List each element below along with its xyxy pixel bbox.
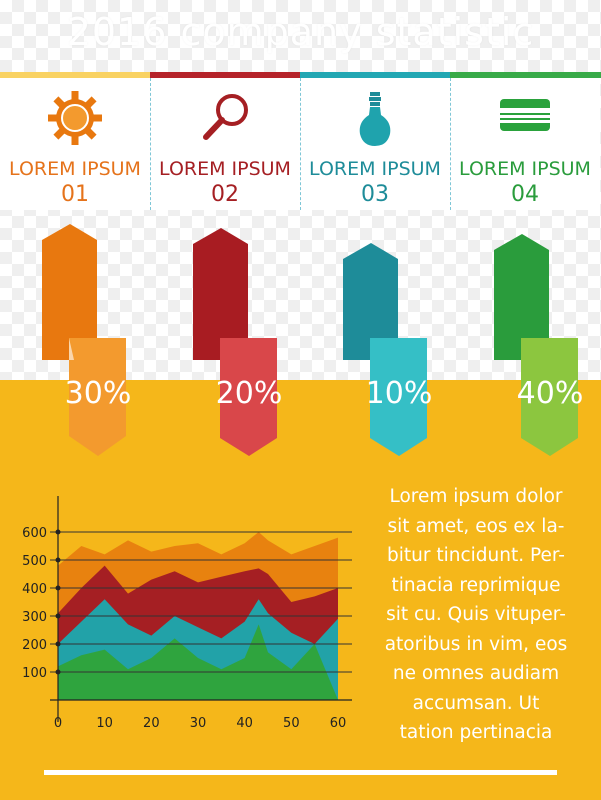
y-tick-label: 400 <box>22 582 47 597</box>
divider-1 <box>150 78 151 210</box>
paragraph-line: bitur tincidunt. Per- <box>387 545 565 566</box>
stat-card-3: LOREM IPSUM 03 <box>300 78 450 210</box>
paragraph-line: tinacia reprimique <box>391 574 561 596</box>
card-3-number: 03 <box>361 182 389 207</box>
y-tick-label: 200 <box>22 638 47 653</box>
chart-axes: 0 10 20 30 40 50 60 <box>50 496 352 731</box>
divider-2 <box>300 78 301 210</box>
stat-card-1: LOREM IPSUM 01 <box>0 78 150 210</box>
x-tick-label: 0 <box>54 716 62 731</box>
x-tick-label: 40 <box>236 716 253 731</box>
paragraph-line: tation pertinacia <box>399 722 553 743</box>
stat-card-4: LOREM IPSUM 04 <box>450 78 600 210</box>
paragraph-line: accumsan. Ut <box>412 692 540 714</box>
percent-label-2: 20% <box>215 376 283 411</box>
y-tick-label: 100 <box>22 666 47 681</box>
colorbar-2 <box>150 72 300 78</box>
credit-card-icon <box>500 99 550 131</box>
percent-label-3: 10% <box>365 376 433 411</box>
card-2-label: LOREM IPSUM <box>159 158 291 180</box>
area-series-4 <box>58 624 338 700</box>
card-2-number: 02 <box>211 182 239 207</box>
ribbon-arrow-1 <box>42 224 126 456</box>
paragraph-line: ne omnes audiam <box>392 663 560 684</box>
percent-label-4: 40% <box>516 376 584 411</box>
y-tick-label: 300 <box>22 610 47 625</box>
percent-label-1: 30% <box>64 376 132 411</box>
ribbon-arrow-3 <box>343 243 427 456</box>
lightbulb-icon <box>359 92 391 146</box>
chart-grid: 100 200 300 400 500 600 <box>22 526 352 681</box>
area-chart: 100 200 300 400 500 600 0 10 20 30 40 50 60 <box>22 496 352 731</box>
stat-card-2: LOREM IPSUM 02 <box>150 78 300 210</box>
magnifier-icon <box>203 94 248 140</box>
divider-3 <box>450 78 451 210</box>
paragraph-line: sit cu. Quis vituper- <box>386 604 566 625</box>
x-tick-label: 60 <box>330 716 347 731</box>
paragraph-line: sit amet, eos ex la- <box>387 515 565 537</box>
paragraph-line: atoribus in vim, eos <box>384 633 568 655</box>
description-paragraph: Lorem ipsum dolor sit amet, eos ex la- b… <box>362 482 590 748</box>
card-4-label: LOREM IPSUM <box>459 158 591 180</box>
y-tick-label: 500 <box>22 554 47 569</box>
colorbar-1 <box>0 72 150 78</box>
card-4-number: 04 <box>511 182 539 207</box>
paragraph-line: Lorem ipsum dolor <box>389 486 563 507</box>
colorbar-3 <box>300 72 450 78</box>
x-tick-label: 30 <box>190 716 207 731</box>
x-tick-label: 10 <box>96 716 113 731</box>
page-title: 2016 company statistic <box>66 10 535 54</box>
y-tick-label: 600 <box>22 526 47 541</box>
card-1-number: 01 <box>61 182 89 207</box>
bottom-rule <box>44 770 557 775</box>
x-tick-label: 20 <box>143 716 160 731</box>
ribbon-arrow-4 <box>494 234 578 456</box>
colorbar-4 <box>450 72 601 78</box>
x-tick-label: 50 <box>283 716 300 731</box>
ribbon-arrow-2 <box>193 228 277 456</box>
gear-icon <box>48 91 102 145</box>
card-1-label: LOREM IPSUM <box>9 158 141 180</box>
card-3-label: LOREM IPSUM <box>309 158 441 180</box>
